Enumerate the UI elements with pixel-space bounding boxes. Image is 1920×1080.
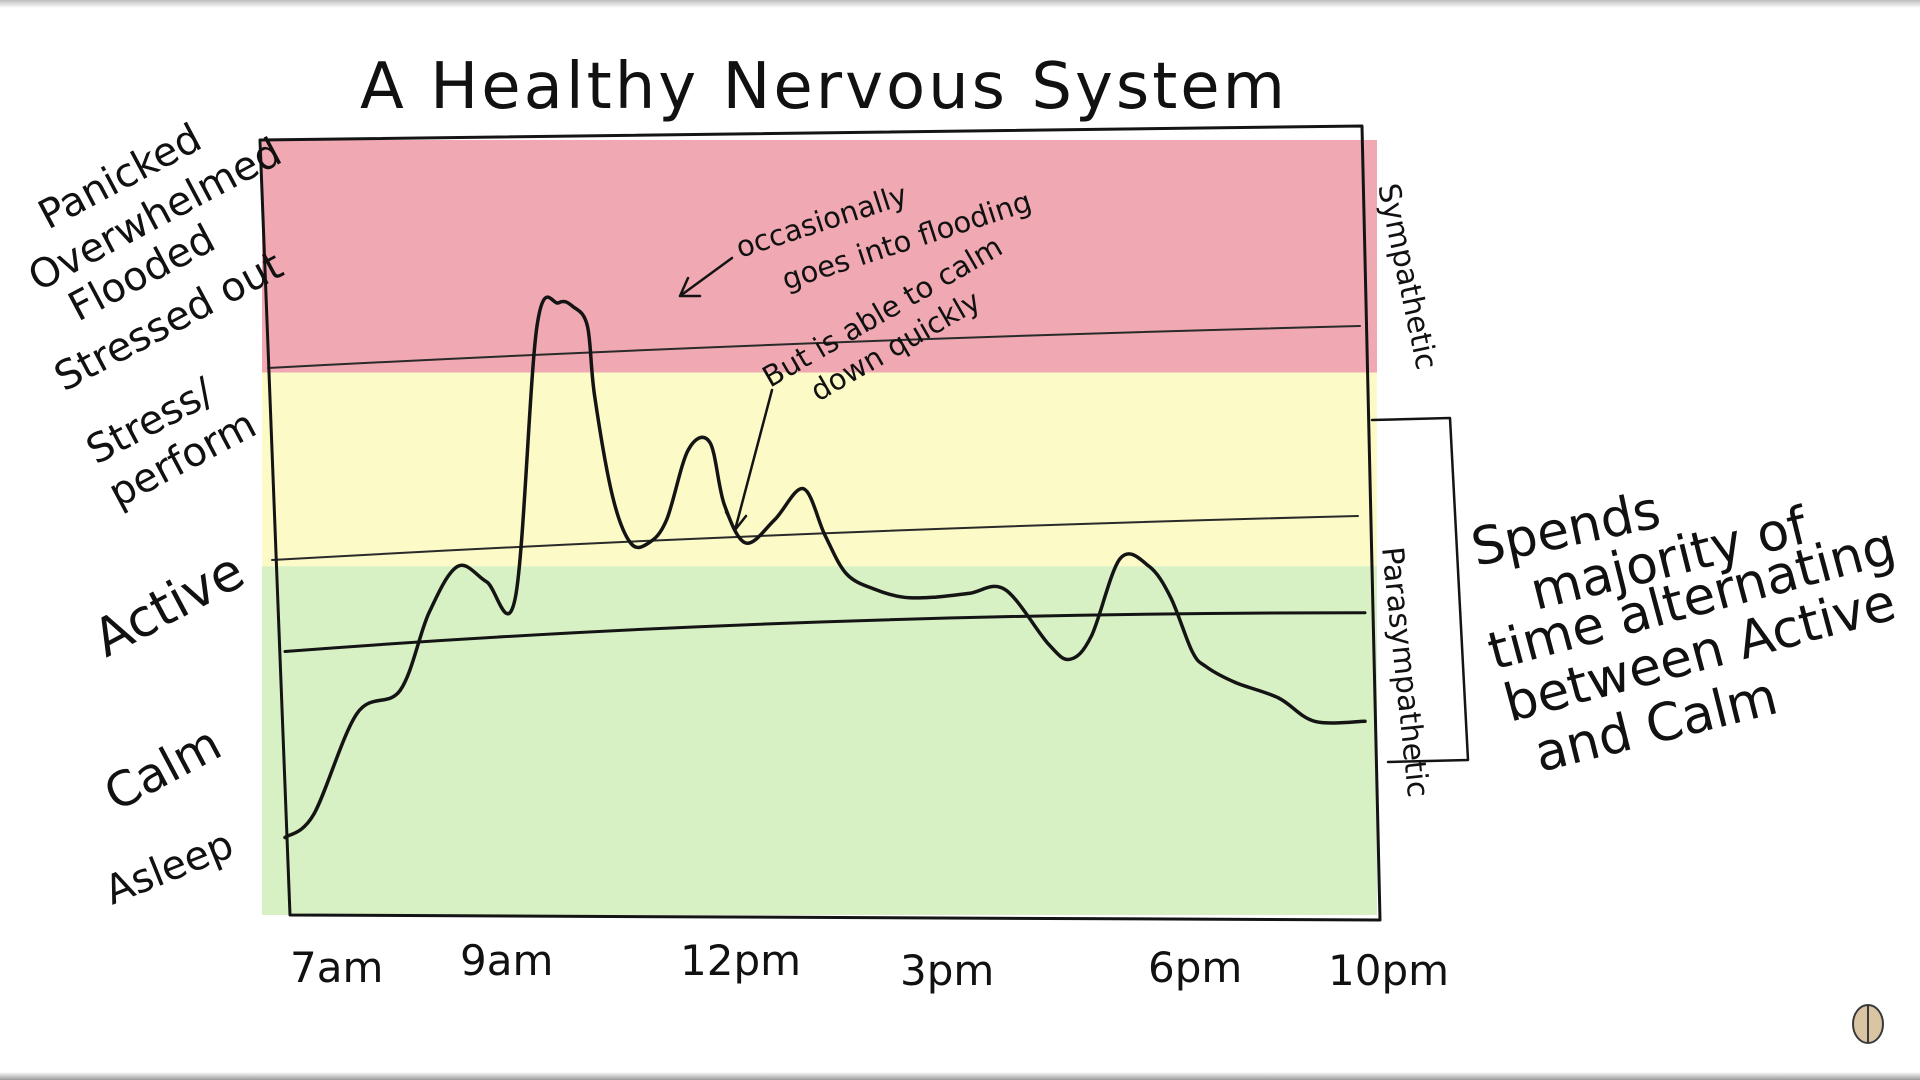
y-axis-labels: Panicked Overwhelmed Flooded Stressed ou…	[21, 115, 290, 914]
y-label-calm: Calm	[95, 715, 230, 822]
flooding-arrow	[678, 256, 734, 298]
recovery-arrow	[724, 388, 774, 532]
y-label-asleep: Asleep	[99, 821, 240, 914]
guide-line-lower	[271, 515, 1359, 561]
side-label-sympathetic: Sympathetic	[1370, 180, 1444, 372]
x-axis-ticks: 7am 9am 12pm 3pm 6pm 10pm	[290, 936, 1449, 995]
top-border	[0, 0, 1920, 8]
guide-line-upper	[267, 325, 1361, 369]
diagram-title: A Healthy Nervous System	[360, 50, 1288, 124]
bottom-border	[0, 1072, 1920, 1080]
plot-frame	[258, 124, 1382, 922]
zone-flooded	[262, 140, 1377, 373]
x-tick-9am: 9am	[460, 936, 553, 985]
zone-active-calm	[262, 566, 1377, 915]
x-tick-3pm: 3pm	[900, 946, 994, 995]
x-tick-12pm: 12pm	[680, 936, 801, 985]
x-tick-10pm: 10pm	[1328, 946, 1449, 995]
x-tick-6pm: 6pm	[1148, 943, 1242, 992]
y-label-active: Active	[84, 541, 254, 669]
summary-note: Spends majority of time alternating betw…	[1466, 480, 1902, 784]
range-bracket	[1370, 416, 1470, 764]
baseline-reference-line	[283, 611, 1367, 653]
x-tick-7am: 7am	[290, 943, 383, 992]
